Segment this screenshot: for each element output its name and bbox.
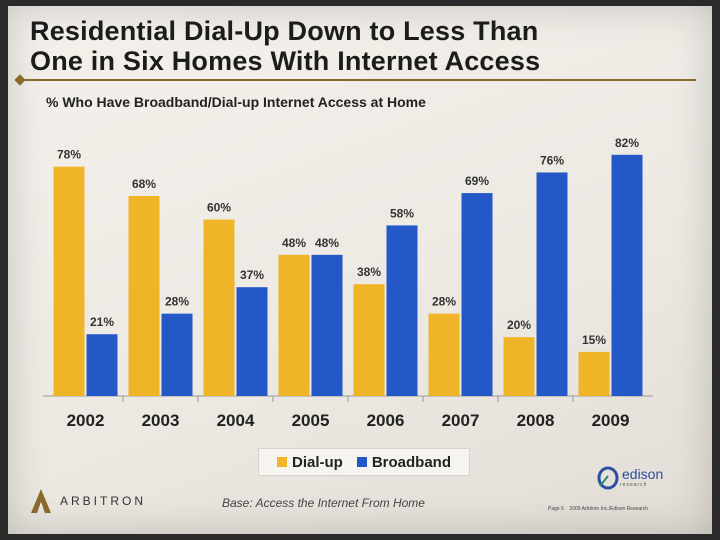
x-tick-label-2004: 2004	[217, 411, 255, 430]
bar-broadband-2002	[86, 334, 118, 396]
value-label-broadband-2008: 76%	[540, 153, 564, 167]
bar-broadband-2003	[161, 313, 193, 396]
legend-item-broadband: Broadband	[356, 453, 451, 471]
value-label-dial-up-2009: 15%	[582, 333, 606, 347]
edison-logo-tag: research	[620, 482, 648, 488]
arbitron-a-icon	[31, 489, 51, 513]
x-tick-label-2006: 2006	[367, 411, 405, 430]
x-tick-label-2003: 2003	[142, 411, 180, 430]
value-label-broadband-2002: 21%	[90, 315, 114, 329]
edison-logo-text: edison	[622, 466, 664, 482]
slide: Residential Dial-Up Down to Less Than On…	[8, 6, 712, 534]
bar-broadband-2009	[611, 154, 643, 396]
bar-dial-up-2009	[578, 351, 610, 396]
value-label-broadband-2004: 37%	[240, 268, 264, 282]
footer-copyright: 2009 Arbitron Inc./Edison Research	[569, 506, 649, 512]
bar-dial-up-2005	[278, 254, 310, 396]
bar-dial-up-2008	[503, 337, 535, 396]
legend-item-dialup: Dial-up	[276, 453, 343, 471]
footer-text: Page 5 2009 Arbitron Inc./Edison Researc…	[548, 506, 648, 512]
chart-legend: Dial-up Broadband	[258, 448, 470, 476]
title-divider	[16, 79, 696, 81]
bar-broadband-2008	[536, 172, 568, 396]
value-label-dial-up-2004: 60%	[207, 201, 231, 215]
value-label-broadband-2007: 69%	[465, 174, 489, 188]
value-label-dial-up-2007: 28%	[432, 295, 456, 309]
x-tick-label-2009: 2009	[592, 411, 630, 430]
x-tick-label-2005: 2005	[292, 411, 330, 430]
bar-broadband-2006	[386, 225, 418, 396]
edison-e-icon	[597, 466, 619, 490]
x-tick-label-2008: 2008	[517, 411, 555, 430]
arbitron-logo-text: ARBITRON	[60, 494, 147, 508]
value-label-dial-up-2008: 20%	[507, 318, 531, 332]
bar-dial-up-2007	[428, 313, 460, 396]
value-label-dial-up-2006: 38%	[357, 265, 381, 279]
x-tick-label-2002: 2002	[67, 411, 105, 430]
bar-chart: 78% 21% 2002 68% 28% 2003 60% 37% 2004 48% 48% 2005…	[43, 136, 653, 430]
legend-swatch-dialup	[276, 457, 287, 467]
bar-dial-up-2002	[53, 166, 85, 396]
legend-label-dialup: Dial-up	[291, 453, 343, 471]
bar-dial-up-2006	[353, 284, 385, 396]
footer-page: Page 5	[548, 506, 564, 512]
value-label-broadband-2006: 58%	[390, 206, 414, 220]
legend-swatch-broadband	[356, 457, 367, 467]
chart-subtitle: % Who Have Broadband/Dial-up Internet Ac…	[46, 94, 426, 110]
title-line-2: One in Six Homes With Internet Access	[30, 46, 541, 76]
value-label-broadband-2003: 28%	[165, 295, 189, 309]
value-label-broadband-2005: 48%	[315, 236, 339, 250]
arbitron-logo: ARBITRON	[30, 488, 146, 514]
title-line-1: Residential Dial-Up Down to Less Than	[30, 16, 539, 46]
value-label-broadband-2009: 82%	[615, 136, 639, 150]
slide-title: Residential Dial-Up Down to Less Than On…	[30, 16, 690, 76]
bar-dial-up-2003	[128, 196, 160, 396]
bar-broadband-2004	[236, 287, 268, 396]
edison-logo: edison research	[596, 464, 663, 490]
bar-dial-up-2004	[203, 219, 235, 396]
x-tick-label-2007: 2007	[442, 411, 480, 430]
value-label-dial-up-2005: 48%	[282, 236, 306, 250]
legend-label-broadband: Broadband	[371, 453, 451, 471]
base-note: Base: Access the Internet From Home	[222, 496, 425, 510]
value-label-dial-up-2003: 68%	[132, 177, 156, 191]
bar-broadband-2005	[311, 254, 343, 396]
value-label-dial-up-2002: 78%	[57, 148, 81, 162]
bar-broadband-2007	[461, 193, 493, 396]
